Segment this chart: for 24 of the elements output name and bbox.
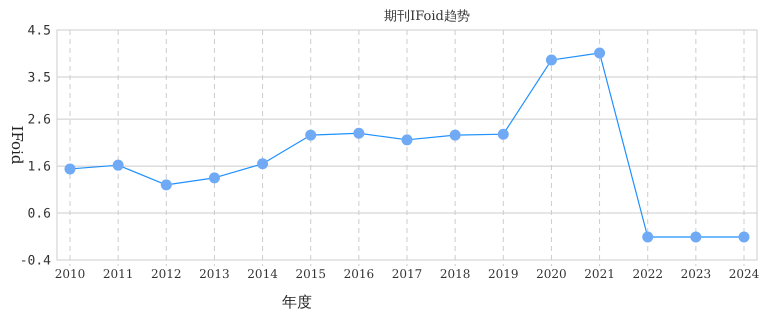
x-tick-label: 2015 — [295, 267, 326, 281]
x-tick-label: 2016 — [344, 267, 374, 281]
x-tick-label: 2014 — [247, 267, 278, 281]
x-tick-label: 2019 — [488, 267, 519, 281]
x-tick-label: 2010 — [54, 267, 86, 281]
x-tick-label: 2021 — [584, 267, 615, 281]
x-tick-label: 2024 — [728, 267, 760, 281]
y-tick-label: 1.6 — [28, 160, 51, 175]
x-tick-label: 2017 — [392, 267, 422, 281]
x-tick-label: 2011 — [102, 267, 134, 281]
y-tick-label: -0.4 — [20, 254, 52, 269]
y-tick-label: 3.5 — [28, 70, 51, 86]
x-tick-label: 2023 — [680, 267, 712, 281]
y-tick-label: 2.6 — [28, 112, 51, 128]
chart-title: 期刊IFoid趋势 — [384, 9, 470, 24]
x-tick-label: 2013 — [199, 267, 230, 281]
x-tick-label: 2018 — [440, 267, 470, 281]
y-tick-label: 0.6 — [28, 206, 51, 222]
y-tick-label: 4.5 — [28, 24, 51, 39]
x-tick-label: 2022 — [632, 267, 663, 281]
x-tick-label: 2012 — [151, 267, 182, 281]
x-axis-title: 年度 — [282, 293, 312, 311]
y-axis-title: IFoid — [8, 126, 26, 165]
x-tick-label: 2020 — [536, 267, 567, 281]
